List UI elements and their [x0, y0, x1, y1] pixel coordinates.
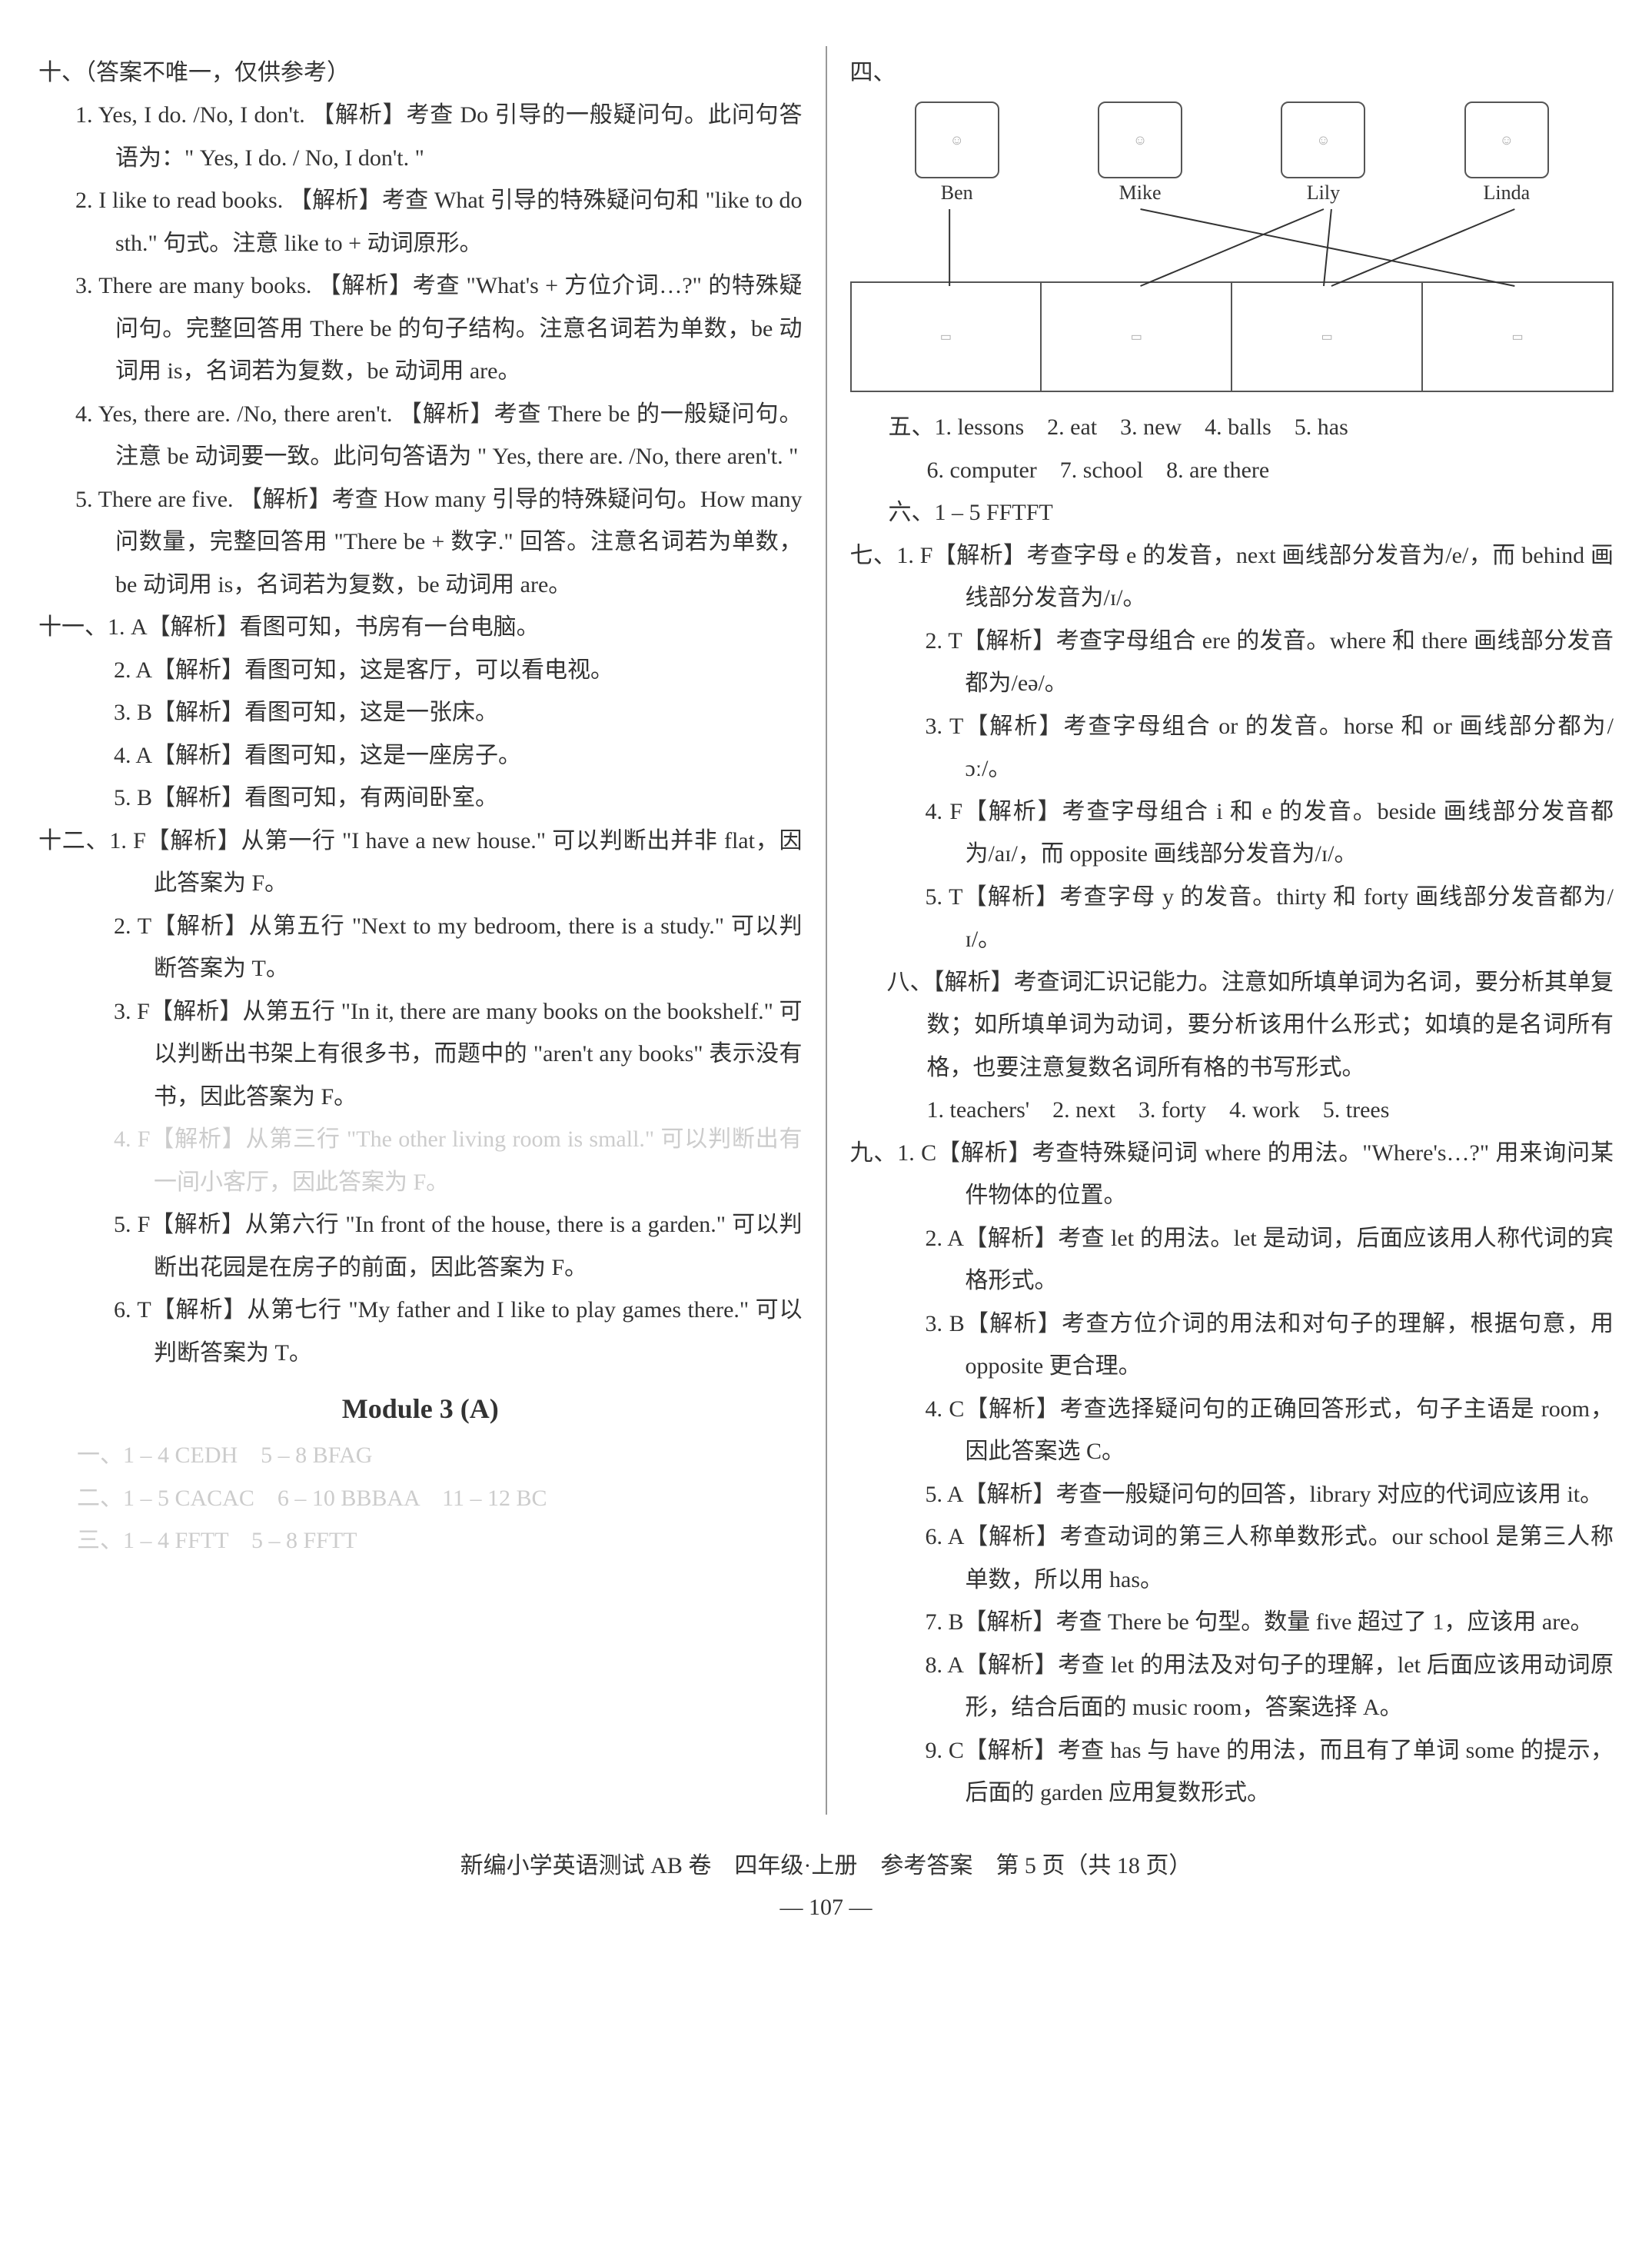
left-column: 十、（答案不唯一，仅供参考） 1. Yes, I do. /No, I don'… — [38, 46, 803, 1815]
s11-item-3: 3. B【解析】看图可知，这是一张床。 — [38, 691, 803, 734]
s7-item-4: 4. F【解析】考查字母组合 i 和 e 的发音。beside 画线部分发音都为… — [850, 790, 1614, 876]
s6-line: 六、1 – 5 FFTFT — [850, 491, 1614, 534]
s9-item-3: 3. B【解析】考查方位介词的用法和对句子的理解，根据句意，用 opposite… — [850, 1303, 1614, 1388]
diagram-heads-row: ☺ Ben ☺ Mike ☺ Lily ☺ Linda — [850, 101, 1614, 205]
s7-item-1: 七、1. F【解析】考查字母 e 的发音，next 画线部分发音为/e/，而 b… — [850, 534, 1614, 620]
s10-item-3: 3. There are many books. 【解析】考查 "What's … — [38, 265, 803, 393]
s12-item-1: 十二、1. F【解析】从第一行 "I have a new house." 可以… — [38, 820, 803, 905]
page-footer: 新编小学英语测试 AB 卷 四年级·上册 参考答案 第 5 页（共 18 页） … — [38, 1845, 1614, 1928]
s7-item-3: 3. T【解析】考查字母组合 or 的发音。horse 和 or 画线部分都为/… — [850, 705, 1614, 790]
head-lily: ☺ Lily — [1281, 101, 1365, 205]
head-label-lily: Lily — [1307, 181, 1340, 205]
s7-item-5: 5. T【解析】考查字母 y 的发音。thirty 和 forty 画线部分发音… — [850, 876, 1614, 961]
s11-item-1: 十一、1. A【解析】看图可知，书房有一台电脑。 — [38, 606, 803, 649]
face-icon: ☺ — [1281, 101, 1365, 178]
s10-item-1: 1. Yes, I do. /No, I don't. 【解析】考查 Do 引导… — [38, 94, 803, 179]
scene-4: ▭ — [1423, 283, 1612, 391]
s9-item-8: 8. A【解析】考查 let 的用法及对句子的理解，let 后面应该用动词原形，… — [850, 1644, 1614, 1729]
s12-item-5: 5. F【解析】从第六行 "In front of the house, the… — [38, 1203, 803, 1289]
s11-item-5: 5. B【解析】看图可知，有两间卧室。 — [38, 777, 803, 820]
head-label-mike: Mike — [1119, 181, 1162, 205]
head-label-ben: Ben — [941, 181, 973, 205]
footer-line-1: 新编小学英语测试 AB 卷 四年级·上册 参考答案 第 5 页（共 18 页） — [38, 1845, 1614, 1887]
section-10-head: 十、（答案不唯一，仅供参考） — [38, 52, 803, 94]
s12-item-6: 6. T【解析】从第七行 "My father and I like to pl… — [38, 1289, 803, 1374]
head-ben: ☺ Ben — [915, 101, 999, 205]
head-linda: ☺ Linda — [1464, 101, 1549, 205]
s9-item-1: 九、1. C【解析】考查特殊疑问词 where 的用法。"Where's…?" … — [850, 1132, 1614, 1217]
s10-item-4: 4. Yes, there are. /No, there aren't. 【解… — [38, 393, 803, 478]
face-icon: ☺ — [1464, 101, 1549, 178]
s8-intro: 八、【解析】考查词汇识记能力。注意如所填单词为名词，要分析其单复数；如所填单词为… — [850, 961, 1614, 1090]
module-3a-ans-2: 二、1 – 5 CACAC 6 – 10 BBBAA 11 – 12 BC — [38, 1477, 803, 1520]
page-columns: 十、（答案不唯一，仅供参考） 1. Yes, I do. /No, I don'… — [38, 46, 1614, 1815]
s9-item-4: 4. C【解析】考查选择疑问句的正确回答形式，句子主语是 room，因此答案选 … — [850, 1388, 1614, 1473]
s9-item-9: 9. C【解析】考查 has 与 have 的用法，而且有了单词 some 的提… — [850, 1729, 1614, 1815]
face-icon: ☺ — [1098, 101, 1182, 178]
s8-answers: 1. teachers' 2. next 3. forty 4. work 5.… — [850, 1089, 1614, 1132]
s12-item-3: 3. F【解析】从第五行 "In it, there are many book… — [38, 990, 803, 1119]
scene-2: ▭ — [1042, 283, 1232, 391]
s12-item-2: 2. T【解析】从第五行 "Next to my bedroom, there … — [38, 905, 803, 990]
module-3a-ans-1: 一、1 – 4 CEDH 5 – 8 BFAG — [38, 1434, 803, 1477]
s9-item-7: 7. B【解析】考查 There be 句型。数量 five 超过了 1，应该用… — [850, 1601, 1614, 1644]
footer-page-number: — 107 — — [38, 1887, 1614, 1928]
module-3a-title: Module 3 (A) — [38, 1393, 803, 1425]
section-4-head: 四、 — [850, 52, 1614, 94]
s11-item-2: 2. A【解析】看图可知，这是客厅，可以看电视。 — [38, 649, 803, 692]
head-label-linda: Linda — [1483, 181, 1530, 205]
diagram-scenes-row: ▭ ▭ ▭ ▭ — [850, 281, 1614, 392]
matching-diagram: ☺ Ben ☺ Mike ☺ Lily ☺ Linda — [850, 101, 1614, 394]
right-column: 四、 ☺ Ben ☺ Mike ☺ Lily ☺ Linda — [850, 46, 1614, 1815]
s5-line-1: 五、1. lessons 2. eat 3. new 4. balls 5. h… — [850, 406, 1614, 449]
head-mike: ☺ Mike — [1098, 101, 1182, 205]
s10-item-5: 5. There are five. 【解析】考查 How many 引导的特殊… — [38, 478, 803, 607]
column-divider — [826, 46, 827, 1815]
face-icon: ☺ — [915, 101, 999, 178]
s7-item-2: 2. T【解析】考查字母组合 ere 的发音。where 和 there 画线部… — [850, 620, 1614, 705]
s9-item-2: 2. A【解析】考查 let 的用法。let 是动词，后面应该用人称代词的宾格形… — [850, 1217, 1614, 1303]
scene-3: ▭ — [1232, 283, 1423, 391]
s9-item-6: 6. A【解析】考查动词的第三人称单数形式。our school 是第三人称单数… — [850, 1516, 1614, 1601]
s12-item-4: 4. F【解析】从第三行 "The other living room is s… — [38, 1118, 803, 1203]
s9-item-5: 5. A【解析】考查一般疑问句的回答，library 对应的代词应该用 it。 — [850, 1473, 1614, 1516]
s5-line-2: 6. computer 7. school 8. are there — [850, 449, 1614, 492]
module-3a-ans-3: 三、1 – 4 FFTT 5 – 8 FFTT — [38, 1519, 803, 1562]
scene-1: ▭ — [852, 283, 1042, 391]
s10-item-2: 2. I like to read books. 【解析】考查 What 引导的… — [38, 179, 803, 265]
s11-item-4: 4. A【解析】看图可知，这是一座房子。 — [38, 734, 803, 777]
